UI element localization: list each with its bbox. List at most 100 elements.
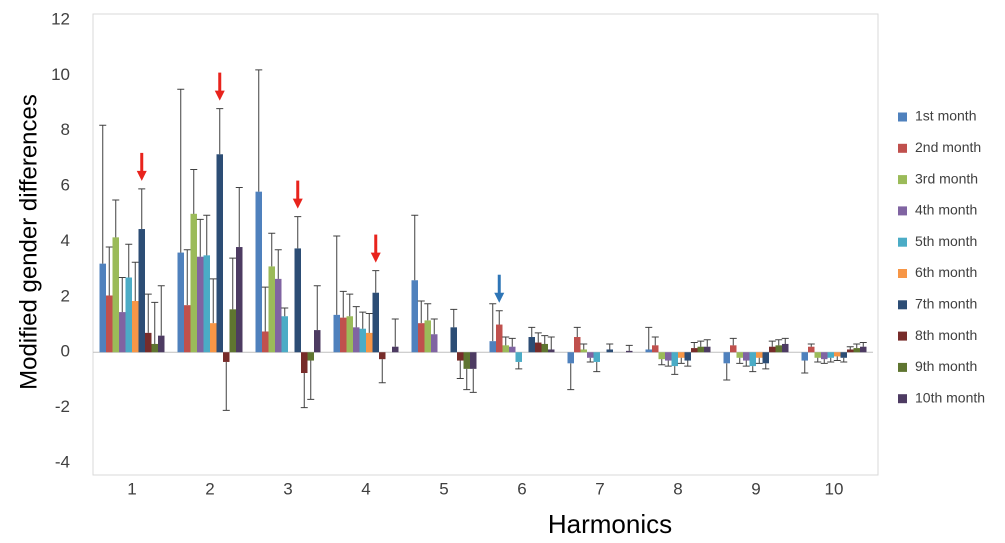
- error-bar: [742, 360, 750, 367]
- error-bar: [814, 357, 822, 363]
- highlight-arrow-head: [370, 252, 381, 263]
- bar: [691, 348, 698, 353]
- error-bar: [112, 199, 120, 238]
- bar: [678, 352, 685, 358]
- error-bar: [690, 342, 698, 349]
- bar: [782, 343, 789, 353]
- error-bar: [645, 326, 653, 350]
- error-bar: [235, 187, 243, 248]
- error-bar: [183, 249, 191, 306]
- bar: [301, 352, 308, 374]
- error-bar: [456, 360, 464, 380]
- error-bar: [177, 88, 185, 253]
- error-bar: [255, 69, 263, 192]
- error-bar: [190, 169, 198, 214]
- bar: [853, 348, 860, 353]
- error-bar: [820, 359, 828, 364]
- error-bar: [391, 318, 399, 347]
- bar: [743, 352, 750, 361]
- error-bar: [339, 290, 347, 318]
- error-bar: [307, 360, 315, 400]
- legend-swatch: [898, 269, 907, 278]
- legend-swatch: [898, 112, 907, 122]
- legend-swatch: [898, 362, 907, 372]
- bar: [606, 349, 613, 353]
- highlight-arrow-head: [494, 292, 505, 303]
- bar: [463, 352, 470, 369]
- bar: [834, 352, 841, 357]
- bar: [515, 352, 522, 362]
- error-bar: [755, 357, 763, 364]
- legend-swatch: [898, 175, 907, 185]
- bar: [652, 345, 659, 353]
- legend-swatch: [898, 206, 907, 216]
- error-bar: [216, 108, 224, 155]
- error-bar: [807, 343, 815, 347]
- bar: [132, 301, 139, 353]
- error-bar: [684, 360, 692, 367]
- error-bar: [352, 306, 360, 328]
- legend-label: 8th month: [915, 327, 977, 343]
- error-bar: [105, 246, 113, 296]
- error-bar: [346, 293, 354, 317]
- legend-label: 2nd month: [915, 139, 981, 155]
- bar: [548, 349, 555, 353]
- bar: [294, 248, 301, 353]
- bar: [314, 330, 321, 353]
- error-bar: [157, 285, 165, 336]
- bar: [223, 352, 230, 362]
- bar: [125, 277, 132, 353]
- bar: [158, 335, 165, 353]
- error-bar: [573, 326, 581, 338]
- bar: [333, 314, 340, 353]
- bar: [275, 278, 282, 353]
- legend-label: 5th month: [915, 233, 977, 249]
- bar: [236, 247, 243, 353]
- error-bar: [853, 343, 861, 349]
- error-bar: [528, 326, 536, 338]
- legend-label: 4th month: [915, 202, 977, 218]
- legend-label: 7th month: [915, 296, 977, 312]
- bar: [671, 352, 678, 367]
- bar: [801, 352, 808, 361]
- bar: [379, 352, 386, 360]
- error-bar: [580, 343, 588, 350]
- error-bar: [859, 342, 867, 347]
- y-tick-label: 8: [61, 120, 70, 139]
- error-bar: [677, 357, 685, 364]
- bar: [535, 342, 542, 353]
- x-tick-label: 6: [517, 479, 526, 498]
- bar: [411, 280, 418, 353]
- error-bar: [99, 124, 107, 264]
- bar: [541, 343, 548, 353]
- bar: [450, 327, 457, 353]
- error-bar: [495, 310, 503, 325]
- x-axis-title: Harmonics: [548, 509, 672, 539]
- y-tick-label: 10: [51, 65, 70, 84]
- bar: [808, 346, 815, 353]
- bar: [821, 352, 828, 360]
- bar: [346, 316, 353, 353]
- bar: [392, 346, 399, 353]
- error-bar: [768, 340, 776, 347]
- legend-label: 1st month: [915, 108, 976, 124]
- y-tick-label: 6: [61, 176, 70, 195]
- y-tick-label: -4: [55, 452, 70, 471]
- bar: [99, 263, 106, 353]
- bar: [119, 312, 126, 353]
- error-bar: [625, 344, 633, 351]
- error-bar: [697, 340, 705, 347]
- bar: [353, 327, 360, 353]
- legend-swatch: [898, 237, 907, 247]
- error-bar: [281, 307, 289, 317]
- legend-swatch: [898, 143, 907, 153]
- error-bar: [541, 335, 549, 344]
- bar: [528, 337, 535, 353]
- y-tick-label: 12: [51, 9, 70, 28]
- bar: [281, 316, 288, 353]
- legend-label: 9th month: [915, 358, 977, 374]
- legend-swatch: [898, 331, 907, 341]
- error-bar: [274, 249, 282, 279]
- error-bar: [775, 339, 783, 346]
- bar: [658, 352, 665, 360]
